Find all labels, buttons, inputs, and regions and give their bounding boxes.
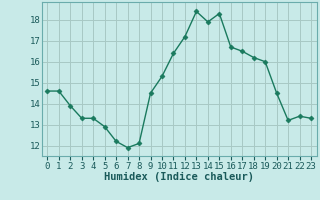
X-axis label: Humidex (Indice chaleur): Humidex (Indice chaleur) [104,172,254,182]
